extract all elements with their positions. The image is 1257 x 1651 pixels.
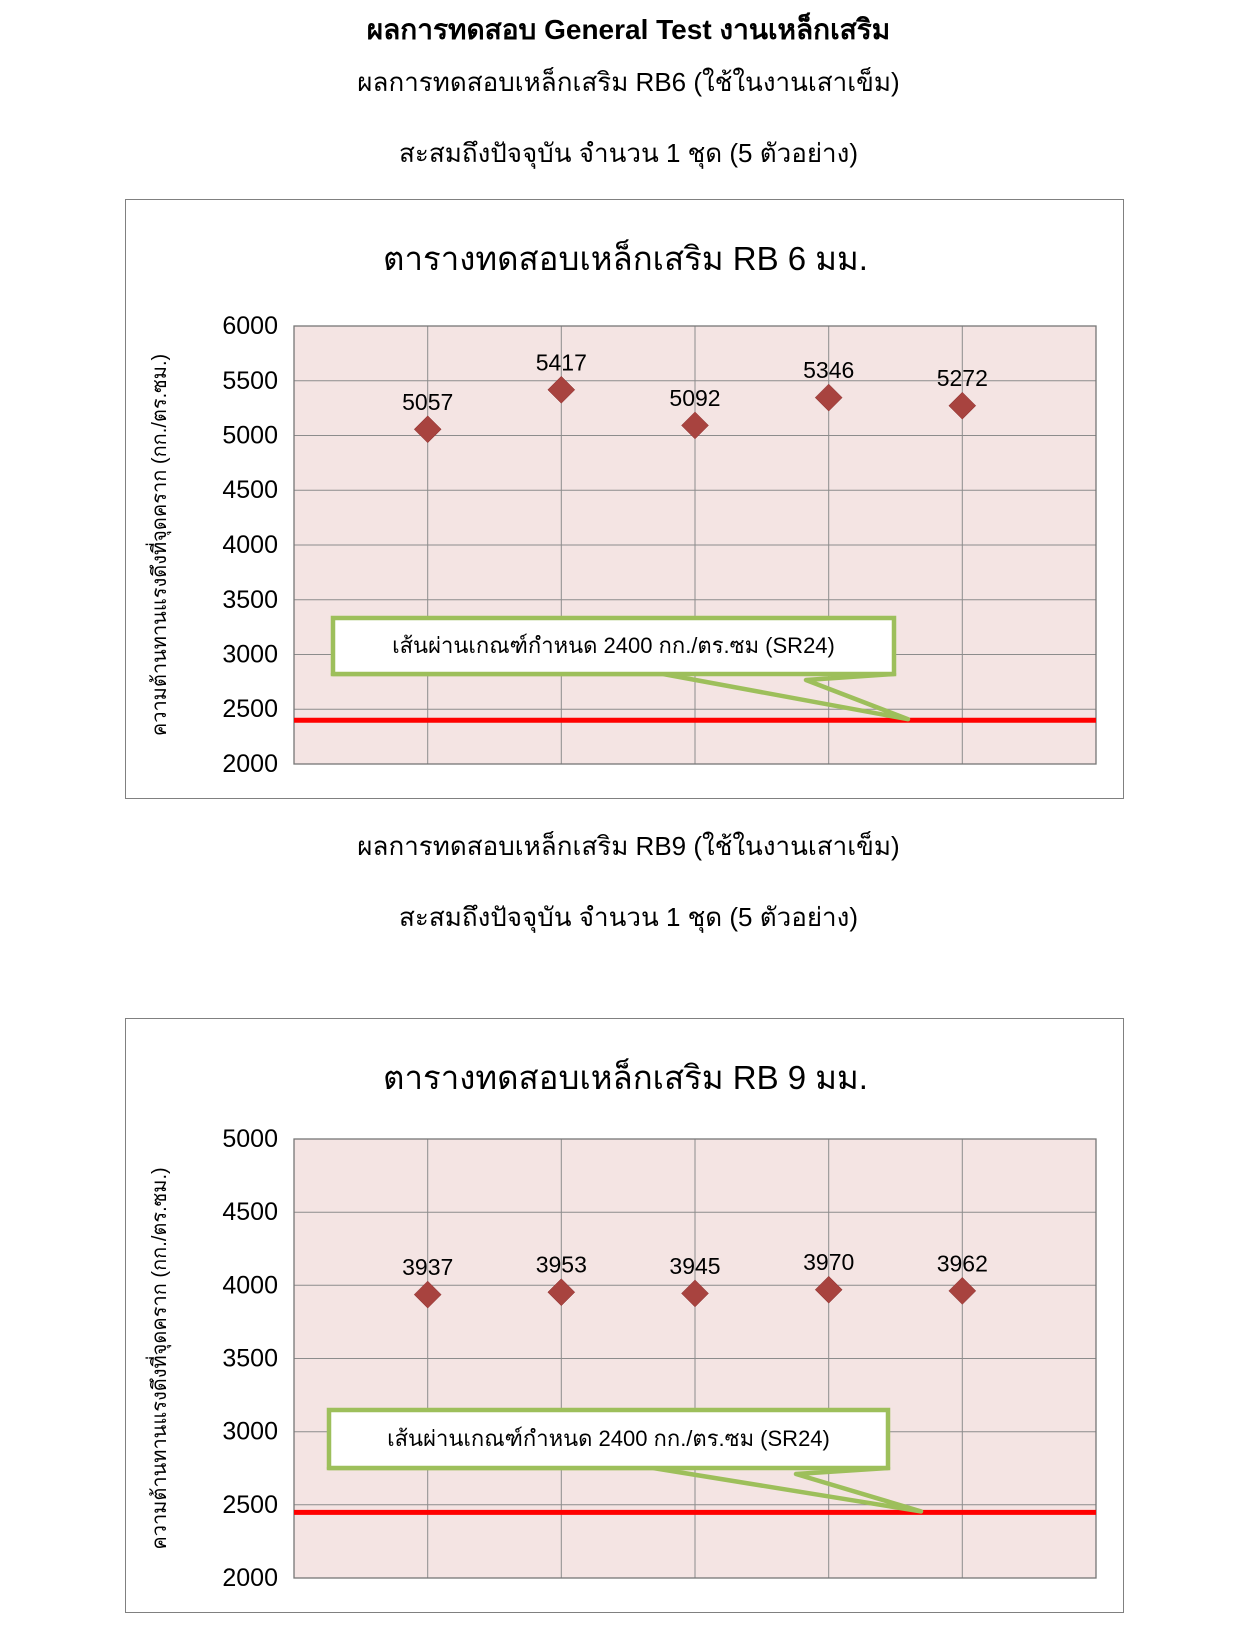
svg-text:2000: 2000: [222, 750, 278, 778]
svg-text:เส้นผ่านเกณฑ์กำหนด 2400 กก./ตร: เส้นผ่านเกณฑ์กำหนด 2400 กก./ตร.ซม (SR24): [392, 633, 835, 658]
svg-text:4000: 4000: [222, 1271, 278, 1299]
svg-text:3945: 3945: [669, 1253, 720, 1279]
svg-text:ตารางทดสอบเหล็กเสริม RB 9 มม.: ตารางทดสอบเหล็กเสริม RB 9 มม.: [383, 1058, 868, 1096]
svg-text:3962: 3962: [937, 1250, 988, 1276]
svg-text:3500: 3500: [222, 586, 278, 614]
svg-text:3500: 3500: [222, 1345, 278, 1373]
svg-text:3937: 3937: [402, 1254, 453, 1280]
svg-text:5417: 5417: [536, 349, 587, 375]
svg-text:5346: 5346: [803, 357, 854, 383]
svg-text:5500: 5500: [222, 367, 278, 395]
svg-text:2000: 2000: [222, 1564, 278, 1592]
svg-text:เส้นผ่านเกณฑ์กำหนด 2400 กก./ตร: เส้นผ่านเกณฑ์กำหนด 2400 กก./ตร.ซม (SR24): [387, 1426, 830, 1451]
svg-text:6000: 6000: [222, 312, 278, 340]
svg-text:2500: 2500: [222, 695, 278, 723]
svg-text:4500: 4500: [222, 1198, 278, 1226]
svg-text:ความต้านทานแรงดึงที่จุดคราก (: ความต้านทานแรงดึงที่จุดคราก (กก./ตร.ซม.): [145, 1167, 172, 1549]
svg-text:2500: 2500: [222, 1491, 278, 1519]
svg-text:4500: 4500: [222, 476, 278, 504]
svg-text:5272: 5272: [937, 365, 988, 391]
svg-text:5000: 5000: [222, 1125, 278, 1153]
svg-text:4000: 4000: [222, 531, 278, 559]
svg-text:3953: 3953: [536, 1252, 587, 1278]
svg-text:ตารางทดสอบเหล็กเสริม RB 6 มม.: ตารางทดสอบเหล็กเสริม RB 6 มม.: [383, 239, 868, 277]
svg-text:3000: 3000: [222, 641, 278, 669]
svg-text:5057: 5057: [402, 389, 453, 415]
svg-text:5000: 5000: [222, 422, 278, 450]
svg-text:3000: 3000: [222, 1418, 278, 1446]
svg-text:3970: 3970: [803, 1249, 854, 1275]
svg-text:ความต้านทานแรงดึงที่จุดคราก (: ความต้านทานแรงดึงที่จุดคราก (กก./ตร.ซม.): [145, 354, 172, 736]
svg-text:5092: 5092: [669, 385, 720, 411]
